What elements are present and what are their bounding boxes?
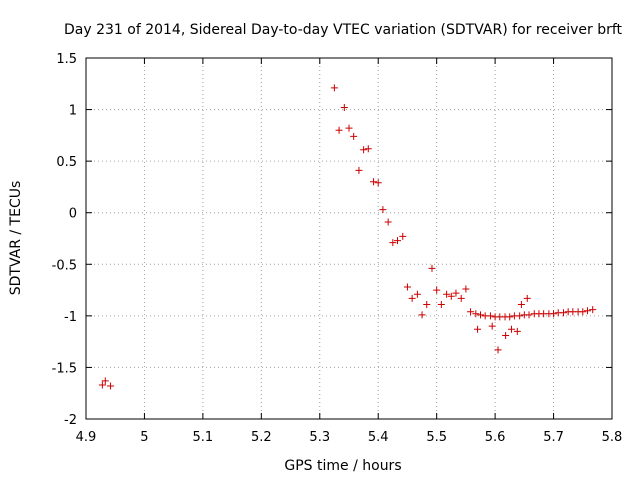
data-point-marker (517, 301, 525, 309)
data-point-marker (437, 301, 445, 309)
axis-ticks: 4.9 5 5.1 5.2 5.3 5.4 5.5 5.6 5.7 5.8 -2 -1.5 -1 -0.5… (52, 52, 623, 445)
data-point-marker (335, 126, 343, 134)
grid-lines (86, 58, 612, 419)
data-point-marker (413, 290, 421, 298)
data-point-marker (486, 312, 494, 320)
data-point-marker (462, 285, 470, 293)
data-point-marker (513, 327, 521, 335)
y-tick-label: -1 (64, 310, 77, 325)
data-point-marker (523, 294, 531, 302)
data-point-marker (507, 325, 515, 333)
data-point-marker (506, 313, 514, 321)
data-points (98, 84, 597, 390)
y-tick-label: 1 (69, 104, 77, 119)
data-point-marker (488, 322, 496, 330)
data-point-marker (447, 292, 455, 300)
y-tick-label: 1.5 (56, 52, 77, 67)
data-point-marker (583, 307, 591, 315)
data-point-marker (330, 84, 338, 92)
data-point-marker (384, 218, 392, 226)
y-axis-label: SDTVAR / TECUs (8, 181, 24, 296)
data-point-marker (101, 377, 109, 385)
y-tick-label: -2 (64, 413, 77, 428)
data-point-marker (452, 289, 460, 297)
y-tick-label: 0.5 (56, 155, 77, 170)
data-point-marker (360, 146, 368, 154)
data-point-marker (403, 283, 411, 291)
data-point-marker (559, 309, 567, 317)
data-point-marker (399, 232, 407, 240)
data-point-marker (457, 294, 465, 302)
data-point-marker (408, 294, 416, 302)
y-tick-label: -0.5 (52, 258, 77, 273)
x-tick-label: 5.4 (368, 430, 389, 445)
data-point-marker (364, 145, 372, 153)
x-axis-label: GPS time / hours (284, 458, 401, 474)
x-tick-label: 5.7 (543, 430, 564, 445)
x-tick-label: 4.9 (76, 430, 97, 445)
x-tick-label: 5.1 (193, 430, 214, 445)
data-point-marker (107, 382, 115, 390)
data-point-marker (98, 381, 106, 389)
data-point-marker (525, 311, 533, 319)
x-tick-label: 5.8 (602, 430, 623, 445)
y-tick-label: -1.5 (52, 361, 77, 376)
x-tick-label: 5.3 (309, 430, 330, 445)
y-tick-label: 0 (69, 207, 77, 222)
data-point-marker (516, 312, 524, 320)
data-point-marker (579, 308, 587, 316)
x-tick-label: 5.5 (426, 430, 447, 445)
data-point-marker (345, 124, 353, 132)
data-point-marker (374, 179, 382, 187)
data-point-marker (389, 239, 397, 247)
data-point-marker (350, 132, 358, 140)
data-point-marker (433, 286, 441, 294)
data-point-marker (379, 206, 387, 214)
data-point-marker (370, 178, 378, 186)
data-point-marker (472, 310, 480, 318)
x-tick-label: 5 (140, 430, 148, 445)
data-point-marker (502, 331, 510, 339)
data-point-marker (494, 346, 502, 354)
x-tick-label: 5.6 (485, 430, 506, 445)
data-point-marker (477, 311, 484, 319)
data-point-marker (550, 310, 558, 318)
x-tick-label: 5.2 (251, 430, 272, 445)
data-point-marker (394, 237, 402, 245)
chart-title: Day 231 of 2014, Sidereal Day-to-day VTE… (64, 22, 623, 38)
data-point-marker (443, 290, 451, 298)
data-point-marker (467, 308, 475, 316)
data-point-marker (474, 325, 482, 333)
data-point-marker (418, 311, 426, 319)
plot-frame (85, 57, 613, 420)
data-point-marker (423, 301, 431, 309)
data-point-marker (589, 306, 597, 314)
data-point-marker (340, 104, 348, 112)
data-point-marker (355, 166, 363, 174)
data-point-marker (428, 264, 436, 272)
